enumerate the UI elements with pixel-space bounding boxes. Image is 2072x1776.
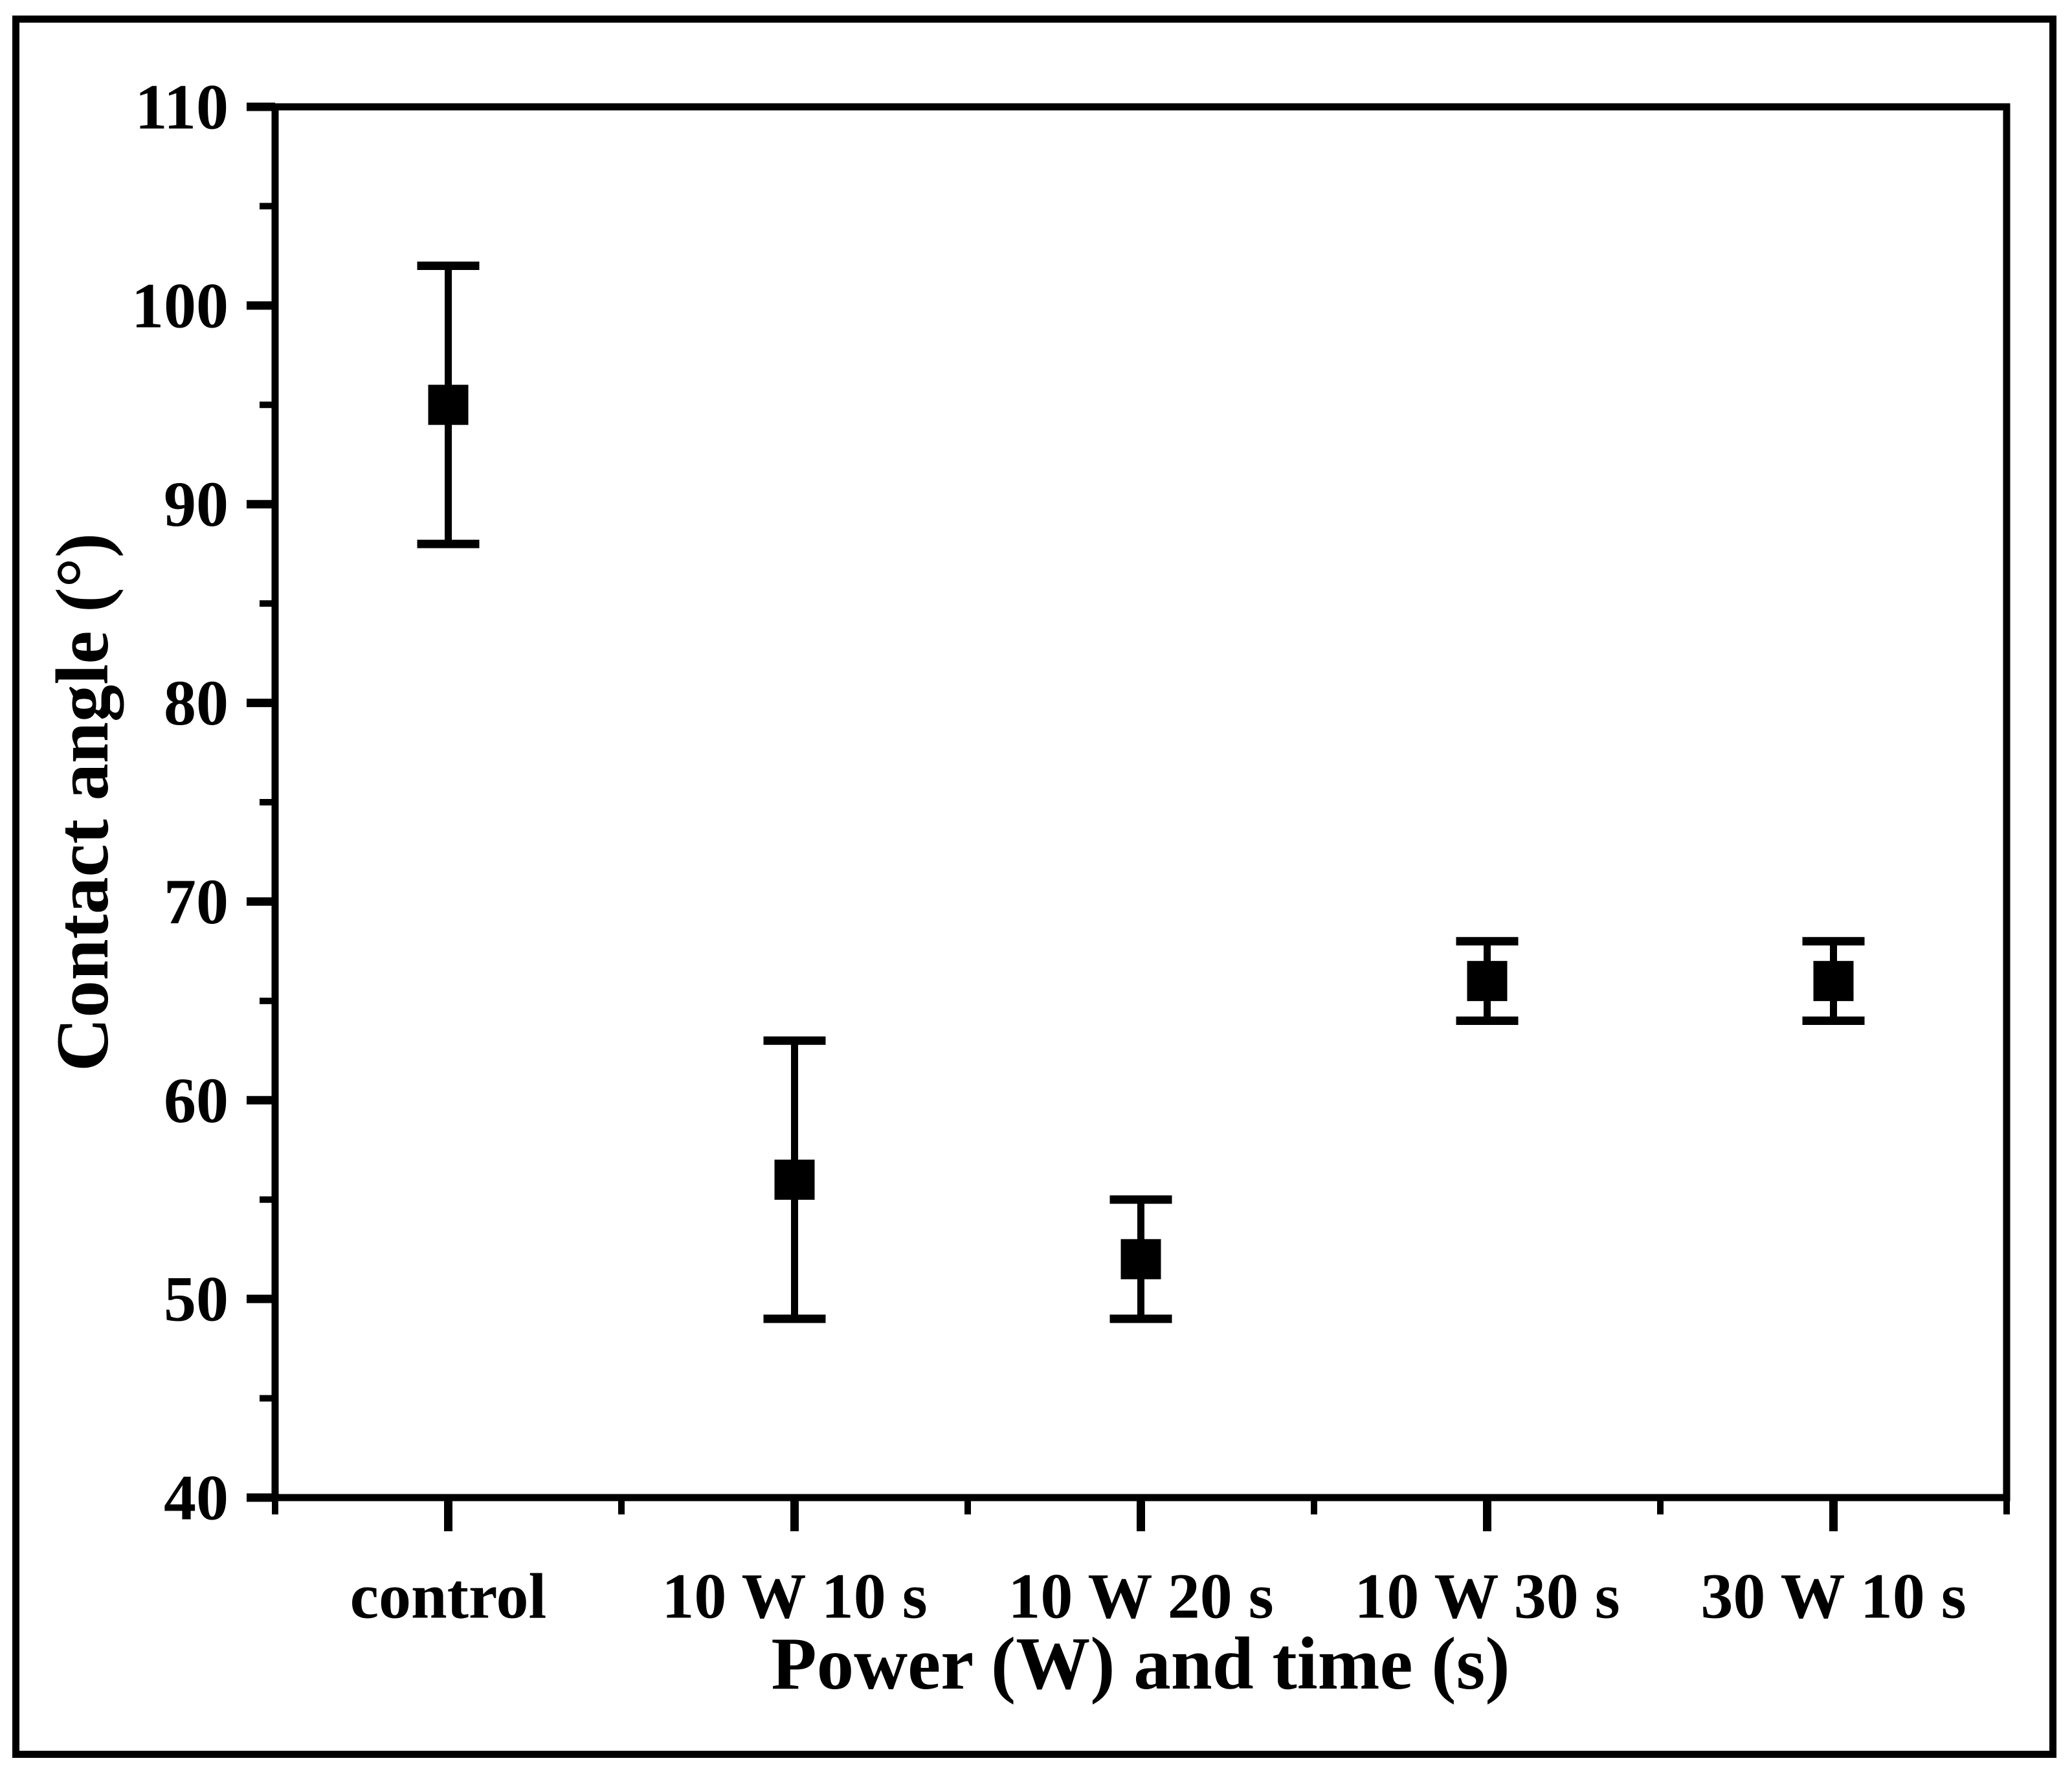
data-point-marker (1120, 1239, 1161, 1279)
y-tick-label: 50 (164, 1263, 228, 1335)
y-tick-label: 80 (164, 667, 228, 739)
x-tick-label: 10 W 20 s (1008, 1560, 1273, 1632)
data-point-marker (1813, 961, 1854, 1002)
data-point-marker (428, 385, 469, 425)
y-tick-label: 60 (164, 1064, 228, 1136)
figure-border (12, 16, 2056, 1758)
y-tick-label: 110 (135, 71, 228, 143)
x-tick-label: 10 W 30 s (1354, 1560, 1620, 1632)
y-tick-label: 100 (131, 269, 228, 341)
x-tick-label: control (350, 1560, 547, 1632)
data-point-marker (774, 1160, 815, 1200)
x-axis-title: Power (W) and time (s) (771, 1623, 1510, 1705)
y-tick-label: 90 (164, 468, 228, 540)
y-tick-label: 70 (164, 866, 228, 938)
y-axis-title: Contact angle (°) (41, 533, 124, 1072)
x-tick-label: 30 W 10 s (1700, 1560, 1966, 1632)
data-point-marker (1467, 961, 1508, 1002)
y-tick-label: 40 (164, 1462, 228, 1534)
x-tick-label: 10 W 10 s (662, 1560, 927, 1632)
